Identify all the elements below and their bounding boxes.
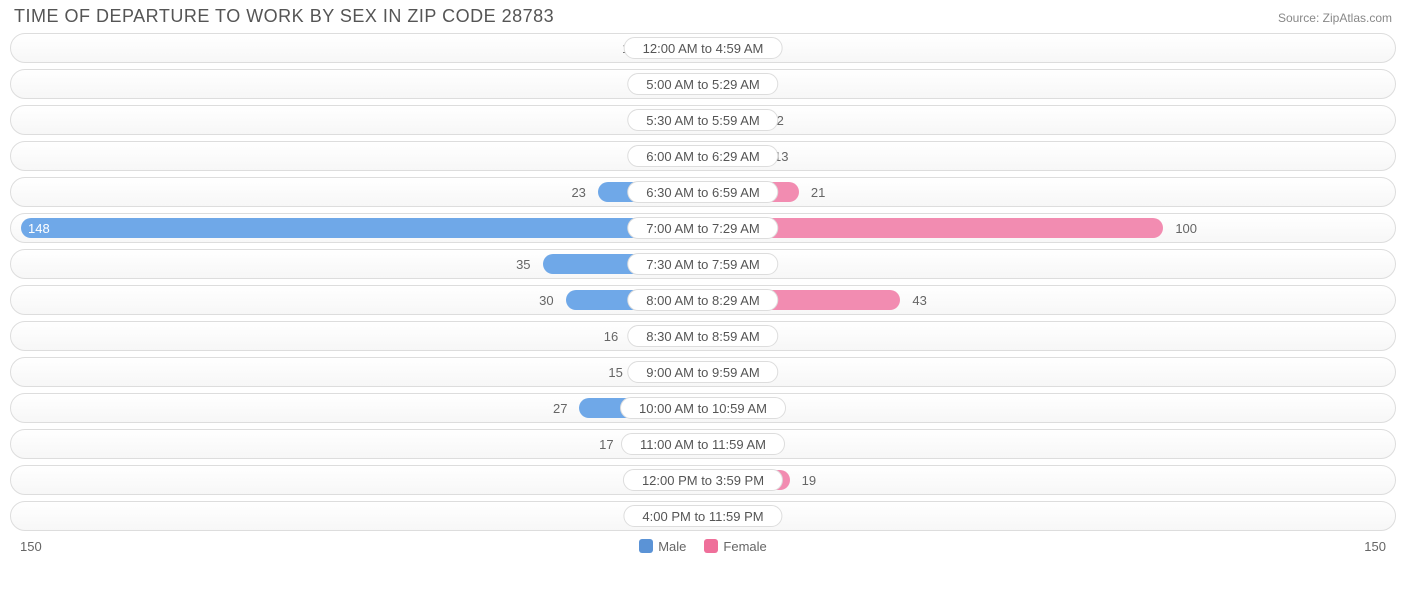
category-pill: 5:30 AM to 5:59 AM (627, 109, 778, 131)
category-pill: 6:30 AM to 6:59 AM (627, 181, 778, 203)
male-value: 16 (596, 323, 626, 349)
legend-swatch (639, 539, 653, 553)
category-pill: 5:00 AM to 5:29 AM (627, 73, 778, 95)
male-value: 148 (20, 215, 58, 241)
chart-row: 30 43 8:00 AM to 8:29 AM (10, 285, 1396, 315)
chart-row: 12012:00 AM to 4:59 AM (10, 33, 1396, 63)
female-value: 100 (1167, 215, 1205, 241)
chart-header: TIME OF DEPARTURE TO WORK BY SEX IN ZIP … (10, 6, 1396, 33)
female-value: 43 (904, 287, 934, 313)
male-bar (21, 218, 704, 238)
chart-row: 01912:00 PM to 3:59 PM (10, 465, 1396, 495)
male-value: 35 (508, 251, 538, 277)
male-value: 23 (563, 179, 593, 205)
chart-row: 1599:00 AM to 9:59 AM (10, 357, 1396, 387)
chart-row: 148 100 7:00 AM to 7:29 AM (10, 213, 1396, 243)
female-value: 21 (803, 179, 833, 205)
male-value: 15 (600, 359, 630, 385)
legend-item: Female (704, 539, 766, 554)
category-pill: 11:00 AM to 11:59 AM (621, 433, 785, 455)
category-pill: 12:00 AM to 4:59 AM (624, 37, 783, 59)
chart-row: 3577:30 AM to 7:59 AM (10, 249, 1396, 279)
male-value: 30 (531, 287, 561, 313)
axis-row: 150 Male Female 150 (10, 537, 1396, 554)
category-pill: 8:00 AM to 8:29 AM (627, 289, 778, 311)
chart-row: 27010:00 AM to 10:59 AM (10, 393, 1396, 423)
category-pill: 4:00 PM to 11:59 PM (623, 505, 782, 527)
category-pill: 12:00 PM to 3:59 PM (623, 469, 783, 491)
axis-right-max: 150 (1364, 539, 1386, 554)
category-pill: 10:00 AM to 10:59 AM (620, 397, 786, 419)
chart-row: 1608:30 AM to 8:59 AM (10, 321, 1396, 351)
category-pill: 6:00 AM to 6:29 AM (627, 145, 778, 167)
male-value: 17 (591, 431, 621, 457)
chart-title: TIME OF DEPARTURE TO WORK BY SEX IN ZIP … (14, 6, 554, 27)
chart-body: 12012:00 AM to 4:59 AM 1105:00 AM to 5:29… (10, 33, 1396, 531)
chart-row: 0125:30 AM to 5:59 AM (10, 105, 1396, 135)
category-pill: 7:00 AM to 7:29 AM (627, 217, 778, 239)
category-pill: 7:30 AM to 7:59 AM (627, 253, 778, 275)
female-value: 19 (794, 467, 824, 493)
legend-label: Male (658, 539, 686, 554)
chart-row: 5136:00 AM to 6:29 AM (10, 141, 1396, 171)
category-pill: 8:30 AM to 8:59 AM (627, 325, 778, 347)
male-value: 27 (545, 395, 575, 421)
category-pill: 9:00 AM to 9:59 AM (627, 361, 778, 383)
chart-row: 23 21 6:30 AM to 6:59 AM (10, 177, 1396, 207)
legend-label: Female (723, 539, 766, 554)
legend: Male Female (639, 539, 767, 554)
chart-row: 004:00 PM to 11:59 PM (10, 501, 1396, 531)
legend-item: Male (639, 539, 686, 554)
chart-row: 1105:00 AM to 5:29 AM (10, 69, 1396, 99)
legend-swatch (704, 539, 718, 553)
axis-left-max: 150 (20, 539, 42, 554)
chart-source: Source: ZipAtlas.com (1278, 11, 1392, 25)
chart-row: 17011:00 AM to 11:59 AM (10, 429, 1396, 459)
